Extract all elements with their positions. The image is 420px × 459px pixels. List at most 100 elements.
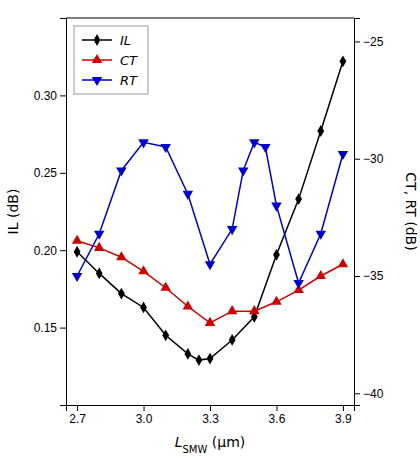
marker	[249, 139, 260, 148]
frame	[66, 18, 354, 19]
legend-marker	[92, 77, 103, 86]
series-line	[77, 61, 343, 360]
tick-label: −30	[363, 152, 384, 166]
marker	[118, 288, 125, 300]
y2-axis-label: CT, RT (dB)	[403, 172, 419, 250]
marker	[96, 268, 103, 280]
marker	[205, 317, 216, 326]
marker	[196, 354, 203, 366]
marker	[72, 273, 83, 282]
series-line	[77, 241, 343, 323]
legend-label: RT	[120, 73, 138, 88]
tick: −40	[354, 387, 384, 401]
tick-label: 0.15	[34, 321, 58, 335]
marker	[160, 282, 171, 291]
legend-marker	[92, 54, 103, 63]
marker	[229, 334, 236, 346]
tick-label: 2.7	[69, 412, 86, 426]
tick-mark	[354, 393, 360, 394]
tick-mark	[60, 250, 66, 251]
marker	[316, 231, 327, 240]
tick: 0.30	[34, 89, 66, 103]
y2-axis: −40 −35 −30 −25	[354, 19, 384, 406]
legend-marker	[94, 34, 101, 46]
tick-mark	[276, 405, 277, 411]
marker	[316, 270, 327, 279]
tick-label: 3.6	[269, 412, 286, 426]
marker	[295, 193, 302, 205]
legend-label: CT	[120, 53, 138, 68]
plot: 2.7 3.0 3.3 3.6 3.9 0.15 0.20 0.25 0.30 −40 −35 −30…	[34, 18, 384, 426]
legend: IL CT RT	[74, 26, 148, 94]
marks	[72, 55, 348, 366]
tick: 3.9	[335, 405, 352, 426]
axis-line	[60, 19, 67, 406]
marker	[338, 258, 349, 267]
marker	[317, 125, 324, 137]
marker	[72, 235, 83, 244]
marker	[271, 296, 282, 305]
tick: −25	[354, 35, 384, 49]
legend-box	[74, 26, 148, 94]
marker	[183, 300, 194, 309]
y-axis: 0.15 0.20 0.25 0.30	[34, 19, 67, 406]
tick-mark	[60, 95, 66, 96]
marker	[94, 242, 105, 251]
tick-label: 3.0	[136, 412, 153, 426]
tick: 0.20	[34, 244, 66, 258]
marker	[293, 280, 304, 289]
tick: −35	[354, 269, 384, 283]
tick-label: 0.20	[34, 244, 58, 258]
tick-label: 0.25	[34, 166, 58, 180]
tick-mark	[354, 276, 360, 277]
tick-mark	[210, 405, 211, 411]
marker	[138, 265, 149, 274]
marker	[227, 226, 238, 235]
y-axis-label: IL (dB)	[5, 189, 21, 235]
marker	[162, 329, 169, 341]
tick-mark	[354, 159, 360, 160]
axis-line	[67, 406, 355, 412]
x-axis: 2.7 3.0 3.3 3.6 3.9	[67, 405, 355, 426]
tick-mark	[60, 173, 66, 174]
tick: 0.25	[34, 166, 66, 180]
marker	[160, 144, 171, 153]
marker	[94, 231, 105, 240]
tick-label: −35	[363, 269, 384, 283]
tick-label: 0.30	[34, 89, 58, 103]
marker	[249, 305, 260, 314]
tick: −30	[354, 152, 384, 166]
tick-label: 3.9	[335, 412, 352, 426]
axis-line	[355, 19, 361, 406]
legend-item: RT	[82, 73, 138, 88]
tick: 3.3	[202, 405, 219, 426]
marker	[184, 348, 191, 360]
marker	[338, 151, 349, 160]
marker	[271, 203, 282, 212]
marker	[138, 139, 149, 148]
marker	[273, 249, 280, 261]
tick-mark	[144, 405, 145, 411]
marker	[116, 251, 127, 260]
legend-item: CT	[82, 53, 138, 68]
marker	[140, 302, 147, 314]
marker	[116, 167, 127, 176]
x-axis-label: LSMW (μm)	[175, 434, 246, 455]
marker	[260, 144, 271, 153]
tick-mark	[343, 405, 344, 411]
tick: 3.0	[136, 405, 153, 426]
marker	[340, 55, 347, 67]
legend-item: IL	[82, 33, 131, 48]
tick: 2.7	[69, 405, 86, 426]
tick-mark	[60, 328, 66, 329]
tick: 0.15	[34, 321, 66, 335]
tick-label: −40	[363, 387, 384, 401]
marker	[205, 261, 216, 270]
series-line	[77, 142, 343, 283]
tick-label: −25	[363, 35, 384, 49]
tick-mark	[77, 405, 78, 411]
marker	[183, 191, 194, 200]
marker	[207, 353, 214, 365]
chart: 2.7 3.0 3.3 3.6 3.9 0.15 0.20 0.25 0.30 −40 −35 −30…	[0, 0, 420, 459]
tick-label: 3.3	[202, 412, 219, 426]
